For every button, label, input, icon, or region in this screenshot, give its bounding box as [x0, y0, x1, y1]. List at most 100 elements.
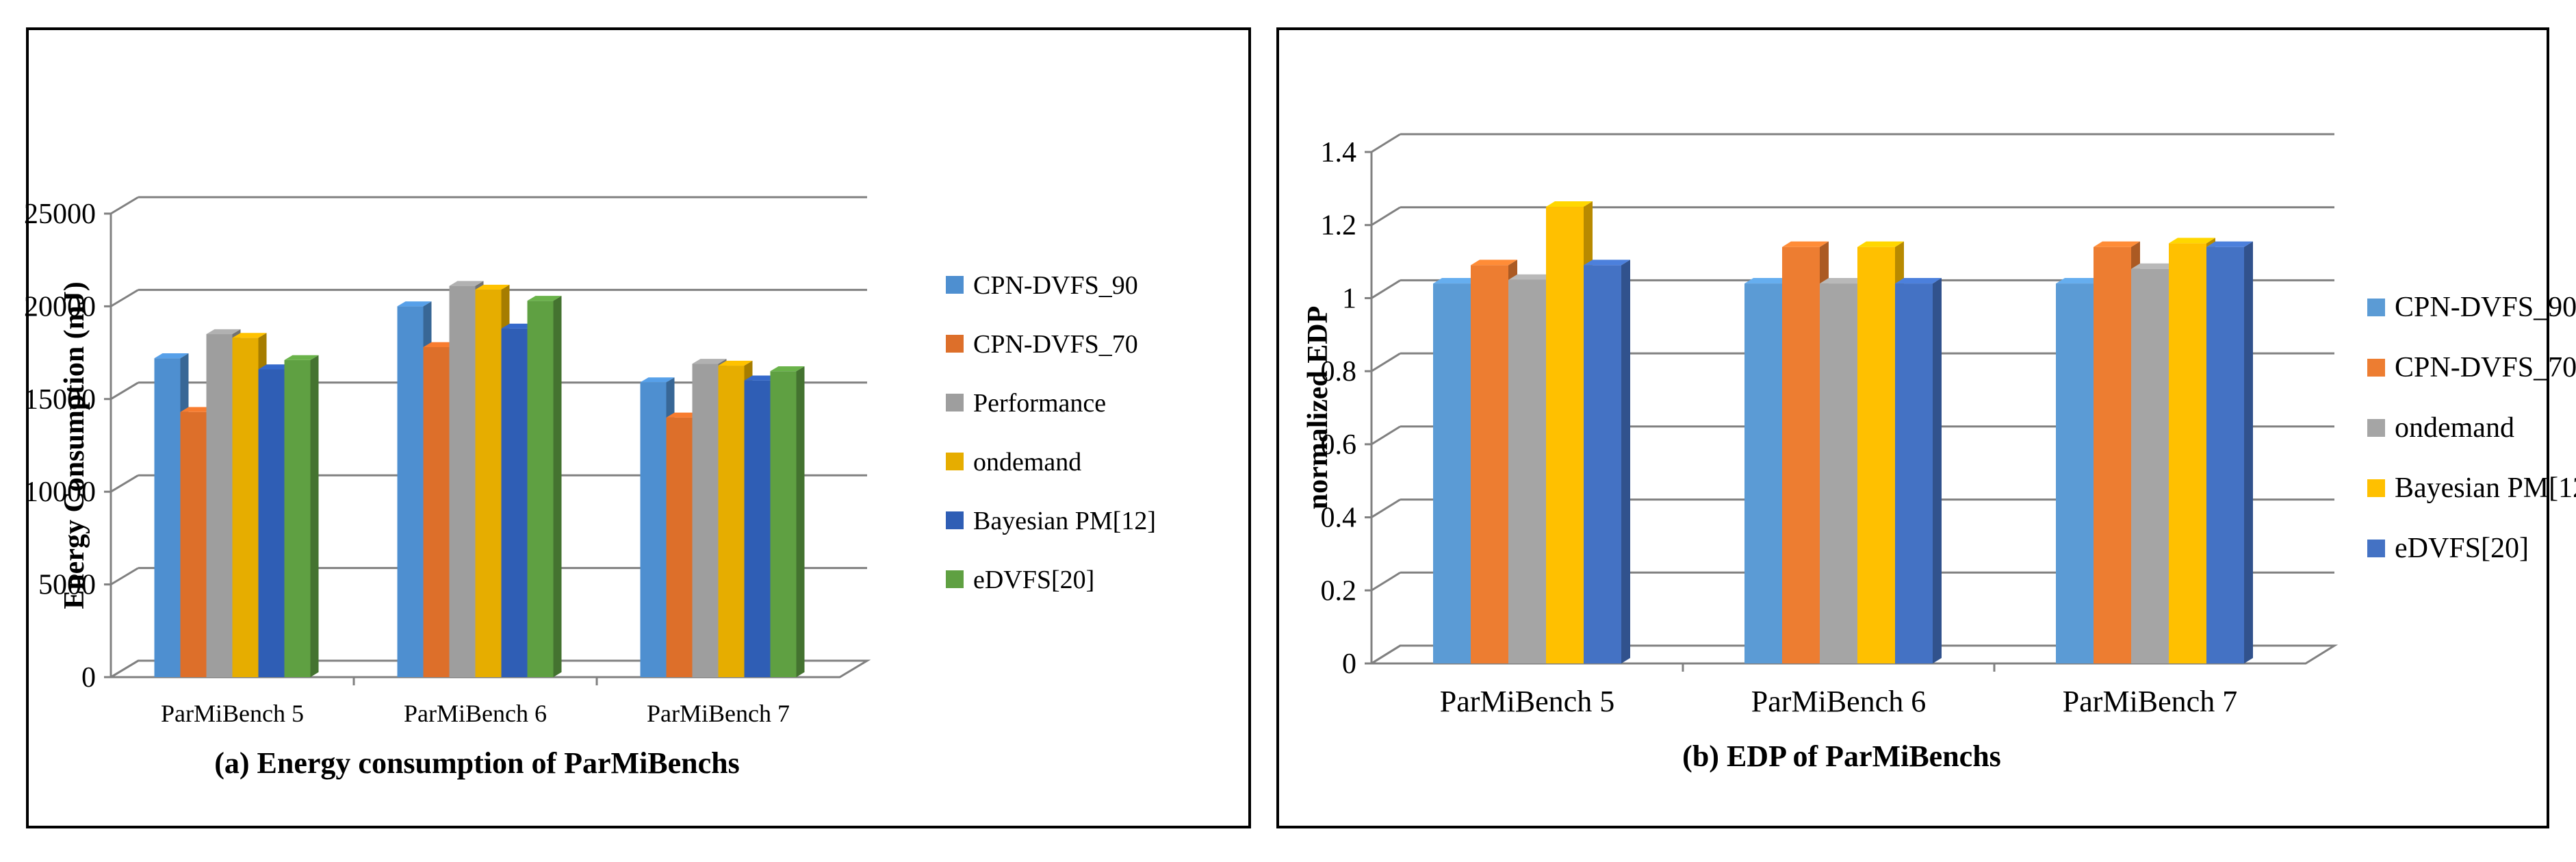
chart-b-ytick-label: 1.2 [1321, 210, 1357, 242]
chart-b-caption: (b) EDP of ParMiBenchs [1682, 739, 2001, 773]
chart-a-bar-side [553, 296, 562, 677]
chart-b-grid-depth [1371, 572, 1401, 592]
chart-a-bar-top [206, 329, 241, 335]
chart-a-bar [449, 286, 476, 677]
chart-b-bar [1433, 283, 1471, 664]
chart-b-legend-swatch [2367, 540, 2385, 557]
edp-chart-panel: 0 0.2 0.4 0.6 0.8 1 1.2 1.4 ParMiBench 5 ParMiBen… [1276, 27, 2576, 828]
chart-a-bar-top [501, 323, 536, 329]
chart-a-grid-depth [110, 381, 139, 401]
chart-a-legend-swatch [946, 453, 964, 470]
chart-b-grid-depth [1371, 352, 1401, 372]
chart-a-bar [284, 359, 311, 677]
chart-a-category-label: ParMiBench 6 [404, 700, 547, 727]
chart-a-bar [527, 301, 554, 677]
chart-b-bar-top [1471, 259, 1517, 266]
energy-chart: 0 5000 10000 15000 20000 25000 ParMiBench 5 Par… [24, 196, 1156, 780]
chart-a-ytick-label: 5000 [38, 570, 96, 601]
chart-b-bar-top [1895, 278, 1942, 284]
chart-a-grid-depth [110, 196, 139, 215]
chart-b-ytick-label: 0.2 [1321, 575, 1357, 607]
chart-b-bar-top [2206, 241, 2253, 247]
chart-a-bar [692, 364, 719, 677]
chart-b-bar [2169, 243, 2206, 664]
chart-b-bar [1508, 279, 1546, 663]
energy-chart-panel: 0 5000 10000 15000 20000 25000 ParMiBench 5 Par… [24, 27, 1251, 828]
chart-b-ytick-label: 1 [1342, 283, 1356, 314]
chart-a-legend-swatch [946, 276, 964, 294]
chart-a-bar [770, 371, 797, 677]
chart-a-bar [206, 334, 233, 677]
chart-a-bar-top [666, 412, 701, 418]
chart-a-bar-top [180, 407, 215, 412]
chart-b-category-label: ParMiBench 6 [1751, 685, 1926, 718]
chart-b-bar-top [1433, 278, 1480, 284]
chart-b-legend-label: Bayesian PM[12] [2395, 472, 2576, 504]
chart-b-bar-top [1857, 241, 1904, 247]
chart-b-bar-top [2056, 278, 2102, 284]
chart-b-bar-top [1744, 278, 1791, 284]
chart-a-bar-top [692, 359, 727, 364]
chart-a-category-label: ParMiBench 5 [161, 700, 304, 727]
chart-b-legend-label: eDVFS[20] [2395, 533, 2529, 564]
chart-b-grid-depth [1371, 206, 1401, 226]
chart-a-legend-swatch [946, 335, 964, 353]
chart-a-bar-top [527, 296, 562, 301]
chart-b-bar-side [1933, 278, 1942, 663]
chart-b-category-label: ParMiBench 7 [2063, 685, 2237, 718]
chart-b-grid-depth [1371, 498, 1401, 518]
chart-b-legend-swatch [2367, 359, 2385, 377]
chart-a-bar-top [154, 353, 189, 359]
chart-b-bar [2206, 246, 2244, 663]
chart-b-bar-top [1820, 278, 1866, 284]
chart-a-grid-depth [110, 289, 139, 307]
chart-a-bar-top [475, 284, 510, 290]
chart-a-bar [744, 380, 771, 677]
chart-a-bar [718, 366, 745, 677]
chart-a-bar-top [232, 333, 267, 338]
chart-a-legend-swatch [946, 511, 964, 529]
chart-a-bar [501, 328, 528, 677]
chart-b-legend-label: ondemand [2395, 412, 2514, 444]
chart-b-bar [1744, 283, 1782, 664]
chart-b-bar-side [2244, 241, 2253, 664]
chart-b-ytick-label: 0.4 [1321, 503, 1357, 534]
chart-b-bar [1546, 207, 1584, 663]
chart-b-bar [1782, 246, 1820, 663]
chart-a-bar-top [423, 342, 458, 347]
chart-a-legend-label: ondemand [973, 448, 1081, 477]
chart-b-bar-top [2094, 241, 2140, 247]
chart-a-legend-swatch [946, 394, 964, 411]
chart-b-category-label: ParMiBench 5 [1440, 685, 1614, 718]
edp-chart: 0 0.2 0.4 0.6 0.8 1 1.2 1.4 ParMiBench 5 ParMiBen… [1302, 133, 2576, 773]
chart-b-bar [1820, 283, 1857, 664]
chart-b-grid-depth [1371, 425, 1401, 446]
chart-b-legend-label: CPN-DVFS_70 [2395, 352, 2576, 383]
chart-b-legend-swatch [2367, 419, 2385, 437]
chart-b-bar-top [1508, 274, 1555, 280]
chart-b-bar [1857, 246, 1895, 663]
chart-b-bar-side [1621, 259, 1630, 664]
chart-a-bar-side [310, 355, 319, 677]
chart-a-bar-top [449, 281, 484, 286]
chart-a-bar [258, 369, 285, 677]
chart-a-bar [180, 411, 207, 677]
chart-a-legend-label: Bayesian PM[12] [973, 507, 1156, 535]
chart-b-bar [2094, 246, 2131, 663]
chart-a-legend-label: CPN-DVFS_70 [973, 330, 1138, 359]
chart-b-ytick-label: 0.6 [1321, 429, 1357, 461]
chart-a-y-axis-title: Energy Consumption (mJ) [59, 281, 90, 609]
chart-a-bar [232, 338, 259, 677]
chart-a-ytick-label: 25000 [24, 199, 96, 230]
chart-a-category-label: ParMiBench 7 [647, 700, 790, 727]
chart-b-ytick-label: 1.4 [1321, 137, 1357, 168]
chart-a-bar-top [284, 355, 319, 360]
chart-b-bar [2131, 268, 2169, 663]
chart-b-ytick-label: 0 [1342, 648, 1356, 680]
chart-b-ytick-label: 0.8 [1321, 356, 1357, 388]
chart-a-grid-depth [110, 474, 139, 493]
chart-b-bar-top [1584, 259, 1630, 266]
chart-b-legend-swatch [2367, 299, 2385, 316]
chart-b-legend-label: CPN-DVFS_90 [2395, 292, 2576, 323]
chart-b-bar-top [2169, 238, 2215, 244]
